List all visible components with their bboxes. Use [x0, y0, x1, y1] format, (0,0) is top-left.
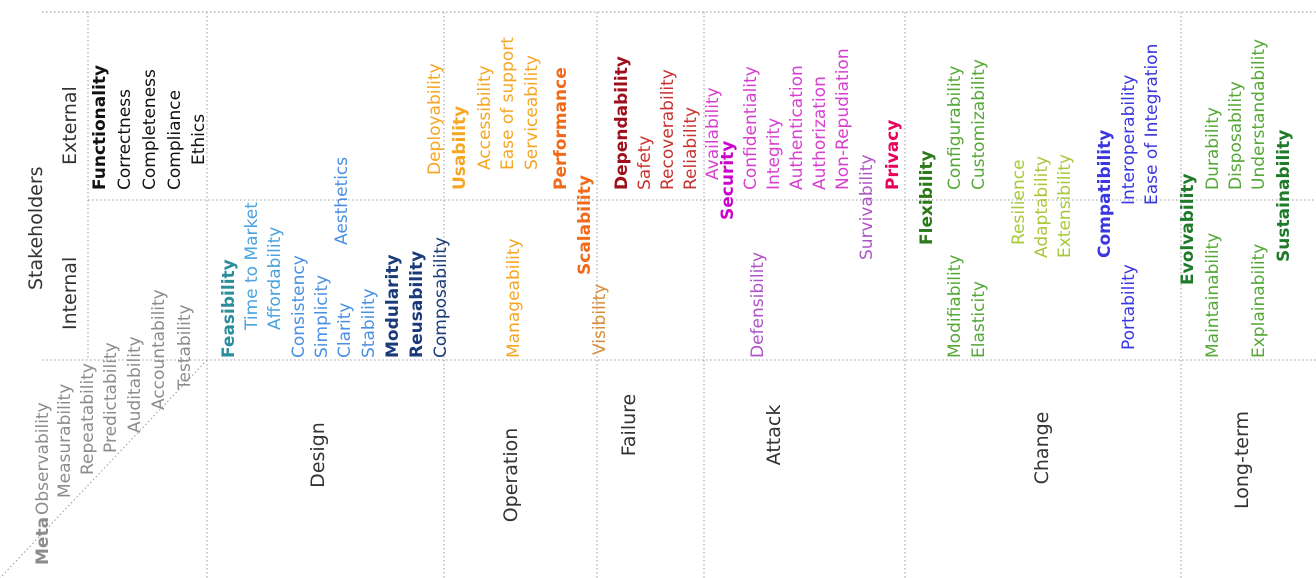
stakeholders-title: Stakeholders — [25, 166, 47, 290]
column-header-longterm: Long-term — [1231, 411, 1253, 509]
label-compliance: Compliance — [165, 90, 185, 190]
label-testability: Testability — [175, 304, 195, 391]
label-survivability: Survivability — [857, 154, 877, 260]
label-repeatability: Repeatability — [78, 363, 98, 475]
column-header-failure: Failure — [618, 394, 640, 457]
label-defensibility: Defensibility — [748, 252, 768, 358]
label-scalability: Scalability — [575, 175, 595, 275]
label-completeness: Completeness — [140, 69, 160, 190]
label-accessibility: Accessibility — [475, 65, 495, 170]
label-reliability: Reliability — [681, 107, 701, 190]
internal-row-label: Internal — [59, 257, 81, 330]
column-header-attack: Attack — [763, 405, 785, 466]
label-functionality: Functionality — [90, 65, 110, 190]
label-usability: Usability — [450, 106, 470, 190]
column-header-operation: Operation — [500, 428, 522, 523]
label-authorization: Authorization — [810, 76, 830, 190]
label-modularity: Modularity — [383, 254, 403, 358]
label-accountability: Accountability — [149, 289, 169, 410]
label-ease-of-integration: Ease of Integration — [1142, 44, 1162, 205]
label-security: Security — [718, 141, 738, 220]
grid-lines — [0, 11, 1316, 578]
label-explainability: Explainability — [1249, 244, 1269, 358]
label-maintainability: Maintainability — [1203, 233, 1223, 358]
column-header-design: Design — [307, 422, 329, 488]
label-observability: Observability — [33, 402, 53, 515]
label-resilience: Resilience — [1009, 159, 1029, 245]
label-correctness: Correctness — [115, 89, 135, 190]
label-adaptability: Adaptability — [1032, 156, 1052, 258]
label-non-repudiation: Non-Repudiation — [833, 48, 853, 190]
label-predictability: Predictability — [101, 342, 121, 453]
label-consistency: Consistency — [289, 255, 309, 358]
label-disposability: Disposability — [1226, 81, 1246, 190]
label-measurability: Measurability — [55, 384, 75, 498]
label-integrity: Integrity — [764, 118, 784, 190]
label-manageability: Manageability — [504, 238, 524, 358]
label-auditability: Auditability — [125, 336, 145, 433]
headers: Stakeholders External Internal Design Operat… — [25, 86, 1253, 522]
label-durability: Durability — [1203, 107, 1223, 190]
label-flexibility: Flexibility — [917, 150, 937, 245]
label-composability: Composability — [431, 237, 451, 358]
label-authentication: Authentication — [787, 65, 807, 190]
label-feasibility: Feasibility — [219, 259, 239, 358]
label-portability: Portability — [1119, 264, 1139, 350]
label-ease-of-support: Ease of support — [498, 37, 518, 170]
label-configurability: Configurability — [945, 66, 965, 190]
column-header-change: Change — [1031, 412, 1053, 485]
label-time-to-market: Time to Market — [242, 202, 262, 331]
label-dependability: Dependability — [612, 56, 632, 190]
label-privacy: Privacy — [883, 120, 903, 190]
label-performance: Performance — [551, 67, 571, 190]
label-customizability: Customizability — [969, 59, 989, 190]
label-extensibility: Extensibility — [1055, 154, 1075, 258]
label-elasticity: Elasticity — [969, 281, 989, 358]
label-visibility: Visibility — [590, 284, 610, 355]
label-reusability: Reusability — [407, 251, 427, 358]
label-stability: Stability — [359, 288, 379, 358]
label-interoperability: Interoperability — [1119, 75, 1139, 205]
label-simplicity: Simplicity — [312, 275, 332, 358]
label-sustainability: Sustainability — [1274, 130, 1294, 262]
label-clarity: Clarity — [335, 303, 355, 358]
label-confidentiality: Confidentiality — [741, 66, 761, 190]
label-aesthetics: Aesthetics — [332, 157, 352, 245]
label-recoverability: Recoverability — [658, 69, 678, 190]
label-modifiability: Modifiability — [945, 255, 965, 358]
label-understandability: Understandability — [1249, 39, 1269, 190]
label-availability: Availability — [703, 87, 723, 180]
label-compatibility: Compatibility — [1095, 130, 1115, 258]
label-safety: Safety — [635, 136, 655, 190]
attribute-labels: Functionality Correctness Completeness Comp… — [33, 37, 1294, 565]
label-meta: Meta — [33, 517, 53, 565]
label-evolvability: Evolvability — [1178, 173, 1198, 285]
label-deployability: Deployability — [425, 63, 445, 175]
label-ethics: Ethics — [189, 114, 209, 165]
label-affordability: Affordability — [265, 227, 285, 330]
external-row-label: External — [59, 86, 81, 165]
label-serviceability: Serviceability — [522, 55, 542, 170]
